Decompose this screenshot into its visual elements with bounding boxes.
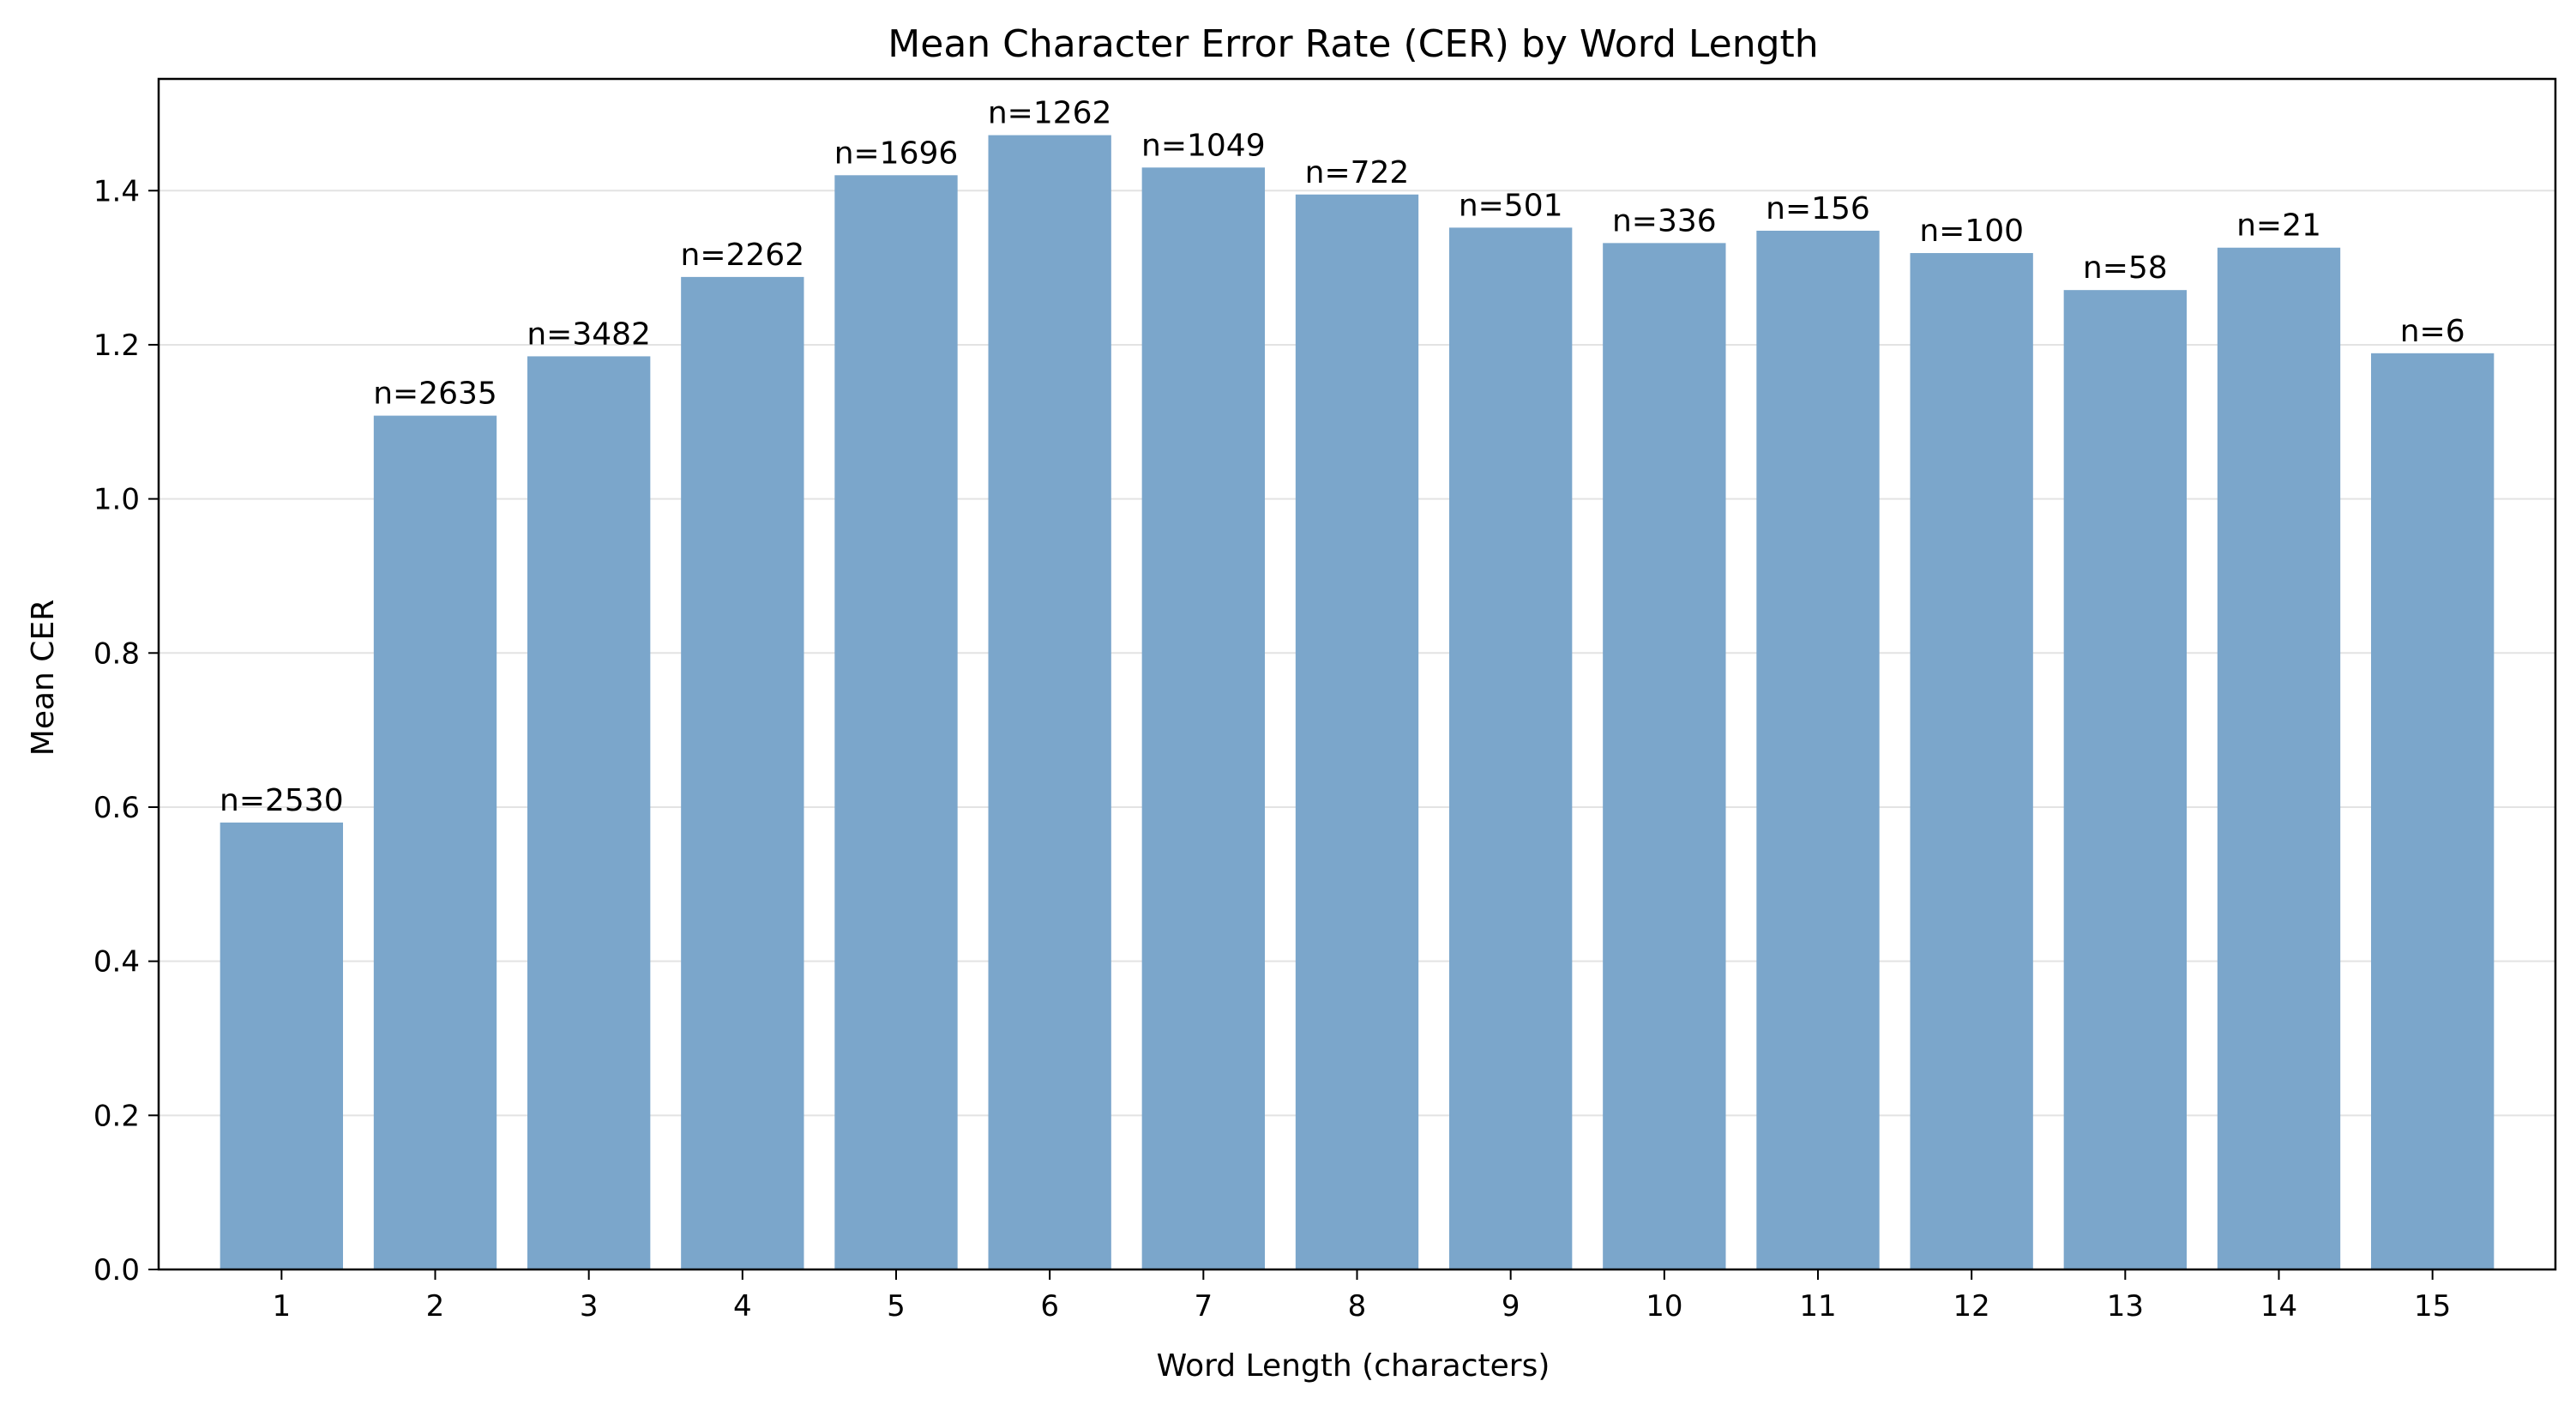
bar [2063, 290, 2187, 1270]
data-label: n=722 [1305, 155, 1410, 190]
data-label: n=1262 [988, 96, 1112, 131]
bar [1295, 194, 1419, 1269]
bar [1603, 243, 1726, 1269]
x-tick-label: 9 [1502, 1289, 1520, 1324]
y-tick-label: 0.8 [93, 636, 140, 671]
y-axis-label: Mean CER [26, 600, 61, 756]
data-label: n=6 [2400, 314, 2465, 349]
data-label: n=100 [1919, 214, 2024, 249]
data-labels: n=2530 n=2635 n=3482 n=2262 n=1696 n=1262 n=10… [220, 96, 2465, 818]
bar [988, 135, 1111, 1269]
bar [1449, 227, 1573, 1269]
y-tick-label: 0.6 [93, 791, 140, 825]
x-tick-label: 5 [887, 1289, 906, 1324]
x-tick-label: 12 [1953, 1289, 1990, 1324]
x-tick-label: 2 [426, 1289, 445, 1324]
x-tick-label: 6 [1040, 1289, 1059, 1324]
y-tick-label: 1.2 [93, 329, 140, 363]
data-label: n=1696 [834, 136, 959, 171]
data-label: n=1049 [1141, 128, 1266, 163]
bar [220, 822, 343, 1269]
x-tick-label: 14 [2260, 1289, 2297, 1324]
data-label: n=2530 [220, 783, 344, 818]
data-label: n=501 [1459, 188, 1563, 223]
data-label: n=2635 [373, 377, 497, 412]
bar [2371, 353, 2495, 1269]
data-label: n=2262 [681, 238, 805, 273]
y-tick-label: 0.2 [93, 1099, 140, 1133]
bar [1910, 253, 2033, 1269]
y-tick-label: 1.4 [93, 174, 140, 208]
chart-title: Mean Character Error Rate (CER) by Word … [888, 22, 1818, 66]
bars [220, 135, 2495, 1270]
x-tick-label: 13 [2107, 1289, 2144, 1324]
x-tick-label: 11 [1799, 1289, 1836, 1324]
x-tick-label: 15 [2414, 1289, 2451, 1324]
data-label: n=3482 [527, 317, 651, 352]
bar [681, 276, 804, 1269]
x-tick-label: 7 [1195, 1289, 1213, 1324]
y-tick-label: 1.0 [93, 483, 140, 517]
data-label: n=336 [1612, 203, 1717, 238]
x-tick-label: 3 [580, 1289, 599, 1324]
x-tick-label: 1 [273, 1289, 292, 1324]
data-label: n=21 [2236, 208, 2321, 244]
x-axis-ticks: 1 2 3 4 5 6 7 8 9 10 11 12 13 14 15 [273, 1269, 2451, 1324]
x-tick-label: 8 [1348, 1289, 1367, 1324]
bar [1141, 167, 1265, 1269]
x-axis-label: Word Length (characters) [1157, 1348, 1550, 1384]
y-tick-label: 0.4 [93, 945, 140, 980]
bar [527, 356, 651, 1269]
x-tick-label: 4 [733, 1289, 752, 1324]
plot-frame [157, 77, 2557, 1271]
x-tick-label: 10 [1646, 1289, 1682, 1324]
data-label: n=58 [2083, 250, 2168, 286]
data-label: n=156 [1766, 191, 1870, 226]
bar [834, 175, 958, 1269]
bar [1756, 230, 1880, 1270]
y-axis-ticks: 0.0 0.2 0.4 0.6 0.8 1.0 1.2 1.4 [93, 174, 159, 1287]
bar [373, 415, 497, 1269]
y-tick-label: 0.0 [93, 1253, 140, 1287]
bar [2217, 247, 2341, 1270]
